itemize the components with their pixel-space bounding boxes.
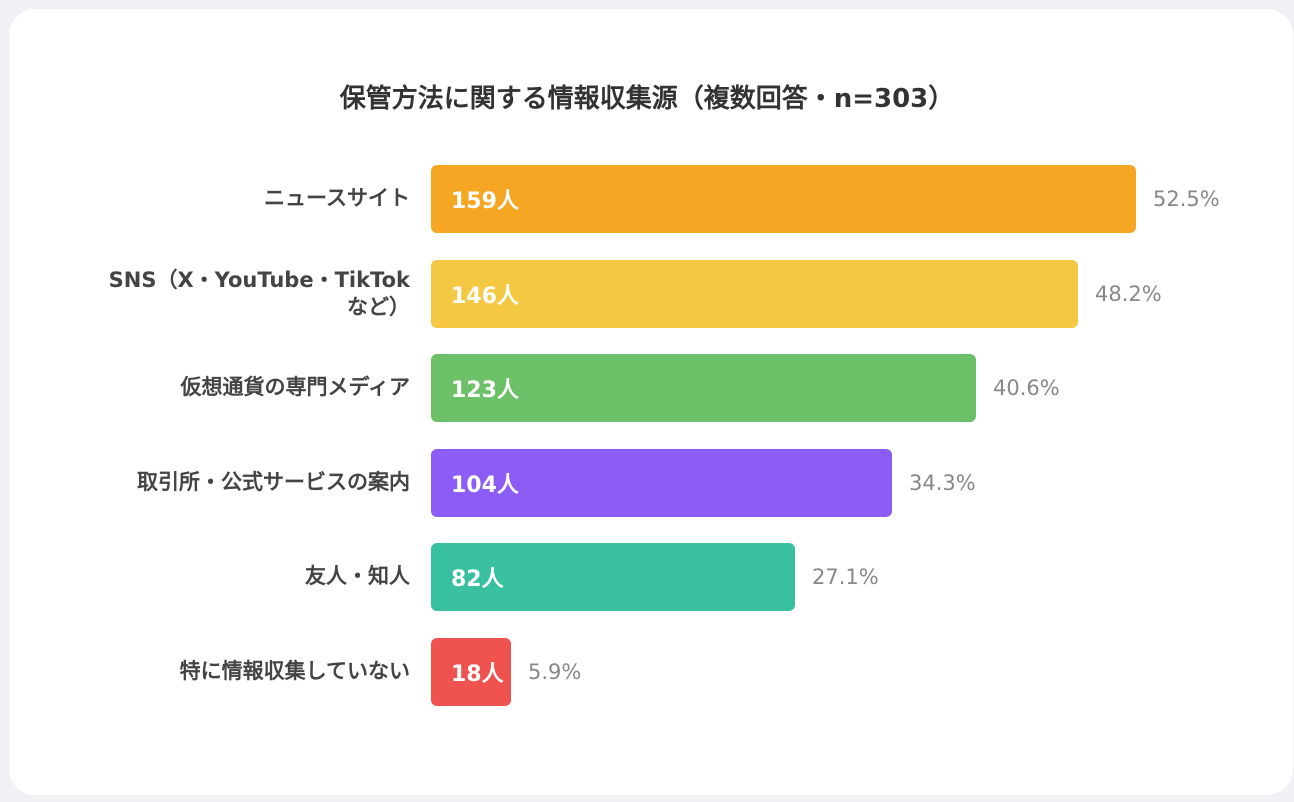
category-label: ニュースサイト bbox=[264, 165, 410, 233]
category-label: 友人・知人 bbox=[305, 543, 410, 611]
bar-count-label: 82人 bbox=[451, 567, 504, 592]
bar bbox=[431, 354, 976, 422]
bar-count-label: 104人 bbox=[451, 473, 519, 498]
bar-count-label: 159人 bbox=[451, 189, 519, 214]
category-label-line: 特に情報収集していない bbox=[179, 659, 410, 684]
bar-row: 仮想通貨の専門メディア 123人 40.6% bbox=[0, 354, 1294, 422]
category-label-line: ニュースサイト bbox=[264, 186, 410, 211]
category-label-line: 仮想通貨の専門メディア bbox=[180, 375, 410, 400]
percent-label: 5.9% bbox=[528, 660, 582, 684]
bar bbox=[431, 260, 1078, 328]
percent-label: 27.1% bbox=[812, 565, 879, 589]
bar-row: 友人・知人 82人 27.1% bbox=[0, 543, 1294, 611]
category-label: 特に情報収集していない bbox=[180, 638, 410, 706]
category-label-line: 友人・知人 bbox=[305, 564, 410, 589]
bar-row: 取引所・公式サービスの案内 104人 34.3% bbox=[0, 449, 1294, 517]
percent-label: 48.2% bbox=[1095, 282, 1162, 306]
bar-count-label: 18人 bbox=[451, 662, 504, 687]
category-label: 取引所・公式サービスの案内 bbox=[137, 449, 410, 517]
category-label-line: 取引所・公式サービスの案内 bbox=[137, 470, 410, 495]
chart-title: 保管方法に関する情報収集源（複数回答・n=303） bbox=[339, 84, 955, 114]
bar-row: ニュースサイト 159人 52.5% bbox=[0, 165, 1294, 233]
bar-count-label: 146人 bbox=[451, 284, 519, 309]
bar bbox=[431, 165, 1136, 233]
bar bbox=[431, 543, 795, 611]
category-label: 仮想通貨の専門メディア bbox=[180, 354, 410, 422]
bar-count-label: 123人 bbox=[451, 378, 519, 403]
bar-row: SNS（X・YouTube・TikTok など） 146人 48.2% bbox=[0, 260, 1294, 328]
category-label-line: SNS（X・YouTube・TikTok bbox=[108, 267, 410, 292]
bar-row: 特に情報収集していない 18人 5.9% bbox=[0, 638, 1294, 706]
percent-label: 52.5% bbox=[1153, 187, 1220, 211]
bar bbox=[431, 638, 511, 706]
category-label-line: など） bbox=[347, 295, 410, 319]
percent-label: 40.6% bbox=[993, 376, 1060, 400]
percent-label: 34.3% bbox=[909, 471, 976, 495]
bar bbox=[431, 449, 892, 517]
category-label: SNS（X・YouTube・TikTok など） bbox=[109, 260, 410, 328]
